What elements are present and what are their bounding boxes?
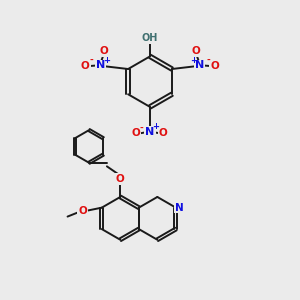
Text: N: N: [175, 203, 184, 213]
Text: O: O: [131, 128, 140, 138]
Text: -: -: [89, 56, 93, 65]
Text: +: +: [103, 56, 110, 64]
Text: -: -: [207, 56, 211, 65]
Text: OH: OH: [142, 33, 158, 43]
Text: N: N: [96, 60, 105, 70]
Text: O: O: [99, 46, 108, 56]
Text: O: O: [210, 61, 219, 71]
Text: N: N: [146, 127, 154, 137]
Text: O: O: [192, 46, 201, 56]
Text: O: O: [116, 174, 125, 184]
Text: O: O: [78, 206, 87, 216]
Text: N: N: [195, 60, 204, 70]
Text: O: O: [81, 61, 90, 71]
Text: -: -: [140, 124, 144, 133]
Text: +: +: [152, 122, 159, 131]
Text: +: +: [190, 56, 197, 64]
Text: O: O: [159, 128, 168, 138]
